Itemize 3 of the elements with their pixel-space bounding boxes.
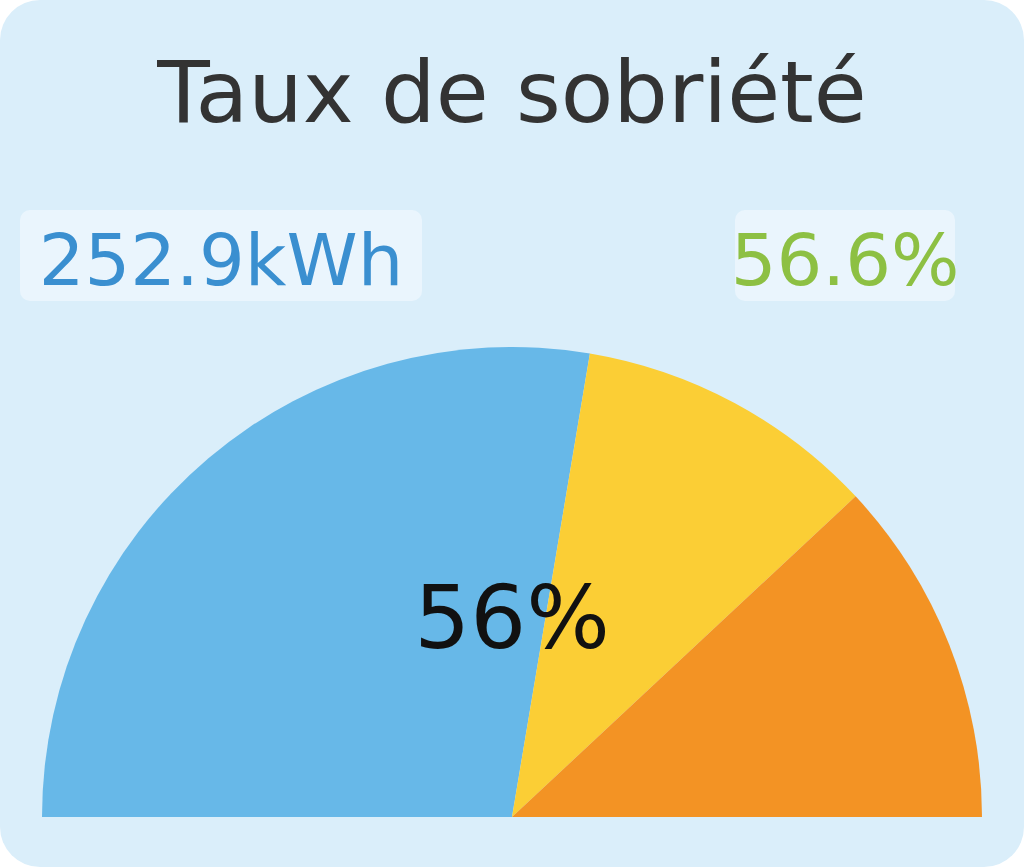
chart-title: Taux de sobriété [156,42,867,142]
text: 252.9kWh [38,218,404,302]
text: 56.6% [730,218,960,302]
